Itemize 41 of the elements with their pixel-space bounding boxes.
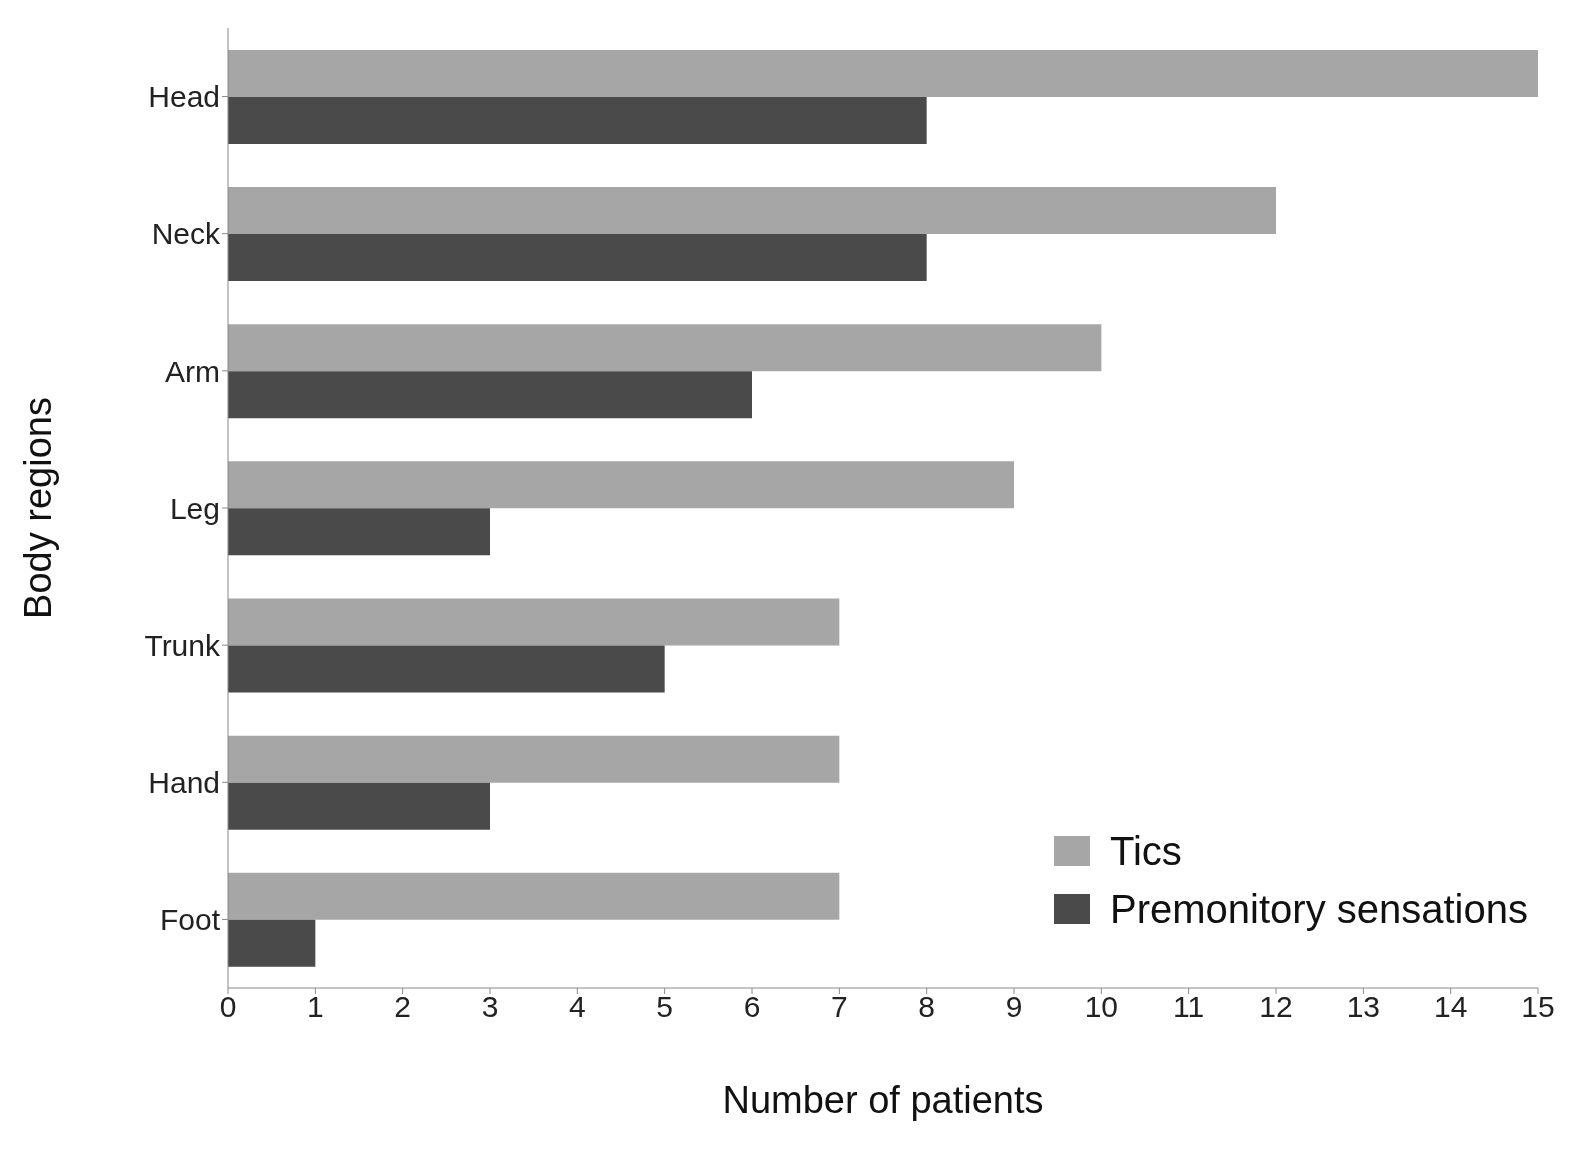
- x-tick-label: 15: [1521, 990, 1555, 1024]
- y-tick-label: Head: [148, 80, 220, 114]
- bar: [228, 49, 1538, 97]
- x-tick-label: 2: [394, 990, 412, 1024]
- x-tick-label: 10: [1084, 990, 1119, 1024]
- legend-label: Tics: [1110, 828, 1182, 874]
- x-tick-label: 13: [1346, 990, 1381, 1024]
- x-tick-label: 11: [1173, 990, 1205, 1024]
- bar: [228, 234, 927, 282]
- x-tick-label: 8: [918, 990, 936, 1024]
- bar: [228, 508, 490, 556]
- bar: [228, 324, 1102, 372]
- bar: [228, 782, 490, 830]
- y-tick-label: Arm: [165, 354, 220, 388]
- x-tick-label: 5: [656, 990, 674, 1024]
- bar: [228, 735, 840, 783]
- x-tick-label: 3: [481, 990, 499, 1024]
- y-axis-title: Body regions: [17, 397, 60, 619]
- x-tick-label: 9: [1005, 990, 1023, 1024]
- bar: [228, 187, 1276, 235]
- bar: [228, 371, 752, 419]
- x-tick-label: 6: [743, 990, 761, 1024]
- bar: [228, 919, 316, 967]
- y-tick-label: Foot: [159, 903, 221, 937]
- y-tick-label: Trunk: [144, 628, 221, 662]
- x-tick-label: 7: [830, 990, 848, 1024]
- bar: [228, 96, 927, 144]
- legend-label: Premonitory sensations: [1110, 886, 1528, 932]
- x-tick-label: 0: [219, 990, 237, 1024]
- x-tick-label: 1: [306, 990, 324, 1024]
- x-axis-title: Number of patients: [722, 1079, 1044, 1121]
- x-tick-label: 14: [1433, 990, 1468, 1024]
- bar: [228, 598, 840, 646]
- bar: [228, 872, 840, 920]
- y-tick-label: Leg: [169, 491, 220, 525]
- x-tick-label: 4: [568, 990, 586, 1024]
- bar: [228, 461, 1014, 509]
- bar: [228, 645, 665, 693]
- y-tick-label: Neck: [151, 217, 221, 251]
- y-tick-label: Hand: [148, 765, 220, 799]
- x-tick-label: 12: [1259, 990, 1293, 1024]
